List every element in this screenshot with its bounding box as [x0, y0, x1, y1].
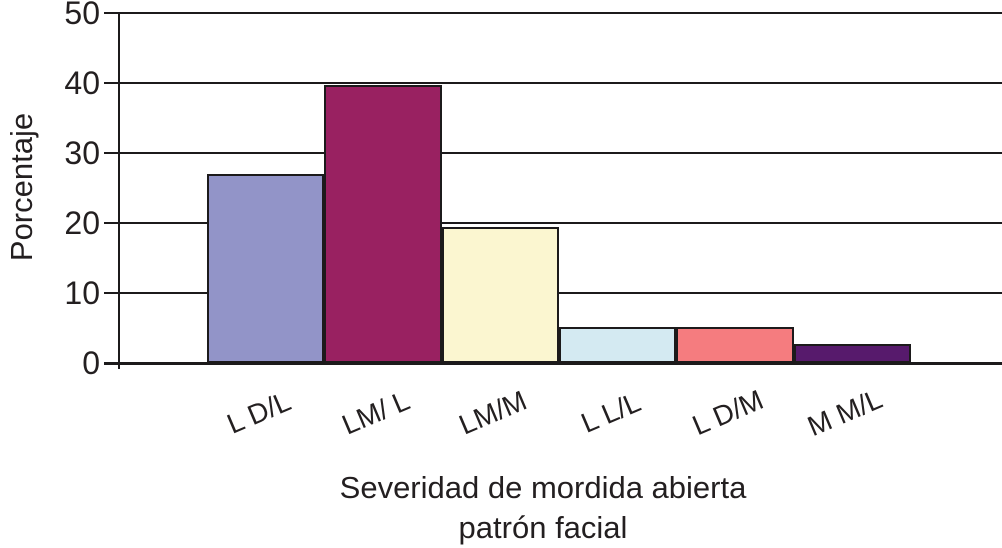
- x-tick-label: L L/L: [576, 386, 645, 439]
- x-tick-label: LM/ L: [337, 384, 415, 441]
- x-axis-title: Severidad de mordida abierta patrón faci…: [340, 468, 747, 548]
- bar-lm-l: [324, 85, 442, 363]
- x-tick-label: M M/L: [803, 383, 887, 443]
- y-tick-50: [104, 11, 119, 15]
- x-axis-baseline: [104, 361, 1002, 365]
- bar-lm-m: [441, 227, 559, 363]
- gridline-40: [119, 82, 1002, 84]
- gridline-30: [119, 152, 1002, 154]
- gridline-20: [119, 222, 1002, 224]
- x-axis-title-line2: patrón facial: [458, 510, 628, 545]
- y-tick-10: [104, 291, 119, 295]
- y-tick-label-0: 0: [82, 345, 100, 381]
- gridline-10: [119, 292, 1002, 294]
- x-axis-title-line1: Severidad de mordida abierta: [339, 470, 747, 505]
- y-tick-label-50: 50: [64, 0, 100, 31]
- y-tick-40: [104, 81, 119, 85]
- y-tick-label-20: 20: [64, 205, 100, 241]
- bar-l-l-l: [558, 327, 677, 363]
- x-tick-label: L D/L: [222, 385, 295, 440]
- bar-l-d-m: [676, 327, 794, 363]
- y-tick-label-30: 30: [64, 135, 100, 171]
- bar-m-m-l: [793, 344, 911, 363]
- y-tick-label-10: 10: [64, 275, 100, 311]
- x-tick-label: L D/M: [687, 383, 768, 442]
- gridline-50: [119, 12, 1002, 14]
- y-tick-20: [104, 221, 119, 225]
- y-tick-label-40: 40: [64, 65, 100, 101]
- bars-container: [207, 13, 911, 363]
- bar-l-d-l: [207, 174, 325, 363]
- y-axis-line: [117, 13, 120, 369]
- y-tick-30: [104, 151, 119, 155]
- x-tick-label: LM/M: [454, 384, 532, 441]
